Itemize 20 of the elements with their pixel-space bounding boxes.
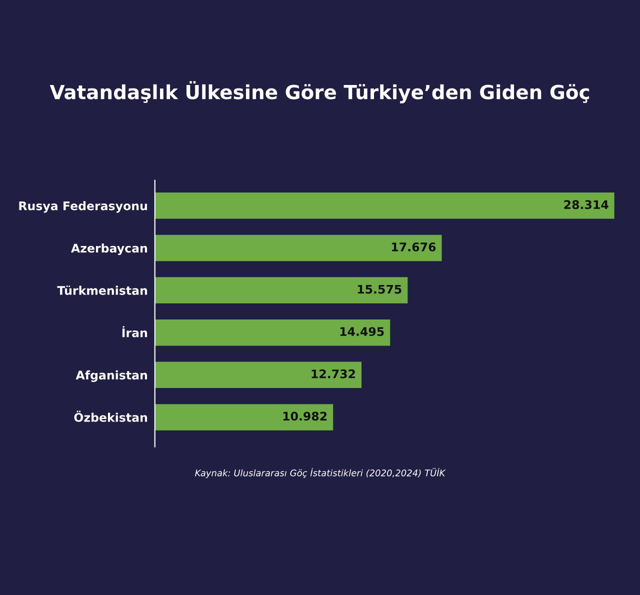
y-tick-label: İran	[122, 326, 148, 338]
y-tick-label: Özbekistan	[74, 410, 148, 422]
data-label: 28.314	[564, 200, 608, 210]
data-label: 10.982	[283, 412, 327, 421]
y-tick-label: Azerbaycan	[71, 244, 148, 256]
data-label: 12.732	[312, 369, 355, 378]
chart-title: Vatandaşlık Ülkesine Göre Türkiye’den Giden Göç	[50, 81, 589, 104]
y-tick-label: Türkmenistan	[57, 286, 148, 295]
text: Kaynak: Uluslararası Göç İstatistikleri (2020,2024) TÜİK	[195, 468, 446, 478]
y-tick-label: Rusya Federasyonu	[19, 201, 147, 213]
bar	[154, 404, 334, 430]
data-label: 15.575	[358, 284, 402, 294]
bar	[154, 234, 442, 262]
data-label: 17.676	[392, 242, 436, 252]
bar	[154, 277, 408, 304]
bar	[154, 192, 614, 219]
bar	[154, 319, 390, 346]
y-tick-label: Afganistan	[76, 370, 148, 382]
bar	[154, 362, 362, 388]
data-label: 14.495	[340, 327, 384, 336]
